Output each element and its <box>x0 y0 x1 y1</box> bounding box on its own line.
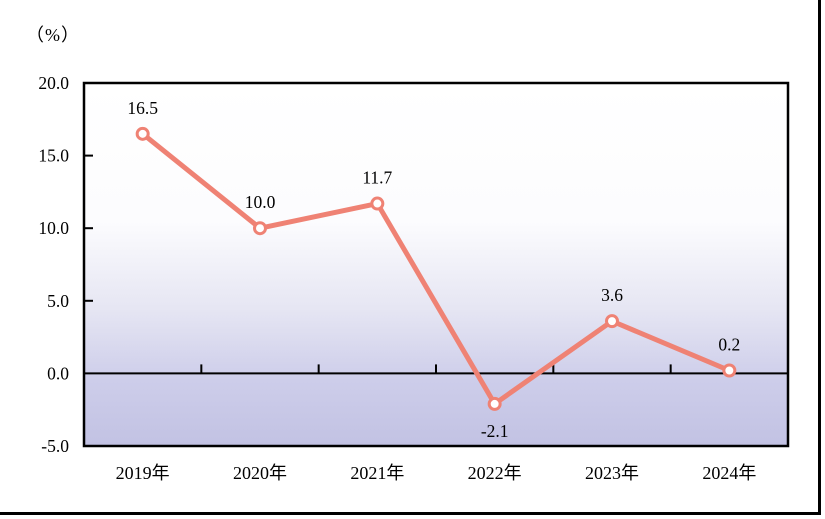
data-point-marker <box>253 221 267 236</box>
data-point-label: -2.1 <box>481 421 509 441</box>
data-point-label: 10.0 <box>245 192 276 212</box>
image-border-bottom <box>0 512 821 515</box>
data-point-marker <box>370 196 385 211</box>
data-point-label: 11.7 <box>362 168 392 188</box>
plot-area-background <box>84 83 788 446</box>
x-axis-category-label: 2023年 <box>585 463 639 483</box>
y-axis-tick-label: -5.0 <box>41 436 69 456</box>
data-point-marker <box>722 363 737 378</box>
data-point-label: 3.6 <box>601 285 623 305</box>
data-point-marker <box>135 126 150 141</box>
x-axis-category-label: 2022年 <box>468 463 522 483</box>
y-axis-tick-label: 0.0 <box>47 363 69 383</box>
y-axis-tick-label: 5.0 <box>47 291 69 311</box>
y-axis-tick-label: 10.0 <box>38 218 69 238</box>
x-axis-category-label: 2021年 <box>350 463 404 483</box>
x-axis-category-label: 2024年 <box>702 463 756 483</box>
data-point-label: 0.2 <box>718 334 740 354</box>
image-border-right <box>818 0 821 515</box>
x-axis-category-label: 2019年 <box>116 463 170 483</box>
x-axis-category-label: 2020年 <box>233 463 287 483</box>
data-point-marker <box>487 396 502 411</box>
plot-border <box>82 81 790 448</box>
y-axis-tick-label: 15.0 <box>38 146 69 166</box>
y-axis-unit-label: （%） <box>26 25 80 45</box>
y-axis-tick-label: 20.0 <box>38 73 69 93</box>
series-line <box>140 131 732 407</box>
data-point-marker <box>605 314 619 329</box>
data-point-label: 16.5 <box>127 98 158 118</box>
